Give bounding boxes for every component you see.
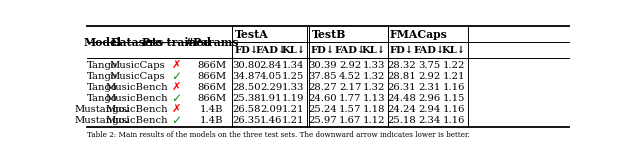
Text: 30.39: 30.39	[308, 61, 337, 70]
Text: FAD↓: FAD↓	[255, 46, 287, 55]
Text: #Params: #Params	[184, 37, 239, 48]
Text: 1.18: 1.18	[362, 105, 385, 114]
Text: 866M: 866M	[197, 83, 226, 92]
Text: 1.25: 1.25	[282, 72, 305, 81]
Text: 3.75: 3.75	[419, 61, 441, 70]
Text: Mustango♩: Mustango♩	[75, 105, 130, 114]
Text: Tango: Tango	[87, 83, 118, 92]
Text: 2.09: 2.09	[260, 105, 282, 114]
Text: 1.67: 1.67	[339, 116, 362, 125]
Text: 28.81: 28.81	[387, 72, 416, 81]
Text: 30.80: 30.80	[232, 61, 260, 70]
Text: 2.94: 2.94	[419, 105, 441, 114]
Text: Mustango♩: Mustango♩	[75, 116, 130, 125]
Text: MusicBench: MusicBench	[106, 105, 168, 114]
Text: 1.21: 1.21	[282, 116, 305, 125]
Text: 1.13: 1.13	[362, 94, 385, 103]
Text: MusicBench: MusicBench	[106, 83, 168, 92]
Text: ✗: ✗	[172, 104, 182, 114]
Text: 28.32: 28.32	[387, 61, 416, 70]
Text: 2.29: 2.29	[260, 83, 282, 92]
Text: MusicBench: MusicBench	[106, 94, 168, 103]
Text: FMACaps: FMACaps	[390, 29, 448, 40]
Text: 2.92: 2.92	[339, 61, 362, 70]
Text: 24.24: 24.24	[387, 105, 416, 114]
Text: 1.77: 1.77	[339, 94, 362, 103]
Text: 1.4B: 1.4B	[200, 105, 223, 114]
Text: 1.32: 1.32	[362, 83, 385, 92]
Text: 24.60: 24.60	[308, 94, 337, 103]
Text: FD↓: FD↓	[311, 46, 335, 55]
Text: 28.50: 28.50	[232, 83, 260, 92]
Text: 4.05: 4.05	[260, 72, 282, 81]
Text: Model: Model	[83, 37, 122, 48]
Text: ✓: ✓	[172, 92, 182, 105]
Text: Tango: Tango	[87, 94, 118, 103]
Text: ✗: ✗	[172, 82, 182, 92]
Text: FD↓: FD↓	[234, 46, 258, 55]
Text: ✗: ✗	[172, 60, 182, 70]
Text: TestA: TestA	[235, 29, 269, 40]
Text: 1.32: 1.32	[362, 72, 385, 81]
Text: FD↓: FD↓	[389, 46, 413, 55]
Text: 1.57: 1.57	[339, 105, 362, 114]
Text: 24.48: 24.48	[387, 94, 416, 103]
Text: TestB: TestB	[312, 29, 346, 40]
Text: 1.19: 1.19	[282, 94, 305, 103]
Text: MusicBench: MusicBench	[106, 116, 168, 125]
Text: ✓: ✓	[172, 114, 182, 127]
Text: 1.33: 1.33	[362, 61, 385, 70]
Text: 2.96: 2.96	[419, 94, 441, 103]
Text: 1.21: 1.21	[443, 72, 465, 81]
Text: Tango: Tango	[87, 72, 118, 81]
Text: 26.31: 26.31	[387, 83, 416, 92]
Text: 34.87: 34.87	[232, 72, 260, 81]
Text: 25.18: 25.18	[387, 116, 416, 125]
Text: 1.22: 1.22	[443, 61, 465, 70]
Text: KL↓: KL↓	[281, 46, 305, 55]
Text: 1.15: 1.15	[443, 94, 465, 103]
Text: 866M: 866M	[197, 72, 226, 81]
Text: 1.16: 1.16	[443, 83, 465, 92]
Text: 26.35: 26.35	[232, 116, 260, 125]
Text: 1.34: 1.34	[282, 61, 305, 70]
Text: 1.12: 1.12	[362, 116, 385, 125]
Text: Pre-trained: Pre-trained	[142, 37, 212, 48]
Text: 1.21: 1.21	[282, 105, 305, 114]
Text: 2.92: 2.92	[419, 72, 441, 81]
Text: FAD↓: FAD↓	[335, 46, 366, 55]
Text: 25.97: 25.97	[308, 116, 337, 125]
Text: 4.52: 4.52	[339, 72, 362, 81]
Text: MusicCaps: MusicCaps	[109, 61, 165, 70]
Text: MusicCaps: MusicCaps	[109, 72, 165, 81]
Text: 866M: 866M	[197, 61, 226, 70]
Text: Table 2: Main results of the models on the three test sets. The downward arrow i: Table 2: Main results of the models on t…	[88, 131, 470, 139]
Text: ✓: ✓	[172, 70, 182, 83]
Text: 26.58: 26.58	[232, 105, 260, 114]
Text: 1.4B: 1.4B	[200, 116, 223, 125]
Text: 1.46: 1.46	[260, 116, 282, 125]
Text: 37.85: 37.85	[308, 72, 337, 81]
Text: 1.33: 1.33	[282, 83, 305, 92]
Text: 2.84: 2.84	[260, 61, 282, 70]
Text: 866M: 866M	[197, 94, 226, 103]
Text: 1.16: 1.16	[443, 105, 465, 114]
Text: 25.24: 25.24	[308, 105, 337, 114]
Text: 2.34: 2.34	[419, 116, 441, 125]
Text: 2.31: 2.31	[419, 83, 441, 92]
Text: 2.17: 2.17	[339, 83, 362, 92]
Text: 1.16: 1.16	[443, 116, 465, 125]
Text: 1.91: 1.91	[260, 94, 282, 103]
Text: 25.38: 25.38	[232, 94, 260, 103]
Text: Datasets: Datasets	[111, 37, 164, 48]
Text: 28.27: 28.27	[308, 83, 337, 92]
Text: FAD↓: FAD↓	[414, 46, 445, 55]
Text: Tango: Tango	[87, 61, 118, 70]
Text: KL↓: KL↓	[442, 46, 466, 55]
Text: KL↓: KL↓	[362, 46, 386, 55]
